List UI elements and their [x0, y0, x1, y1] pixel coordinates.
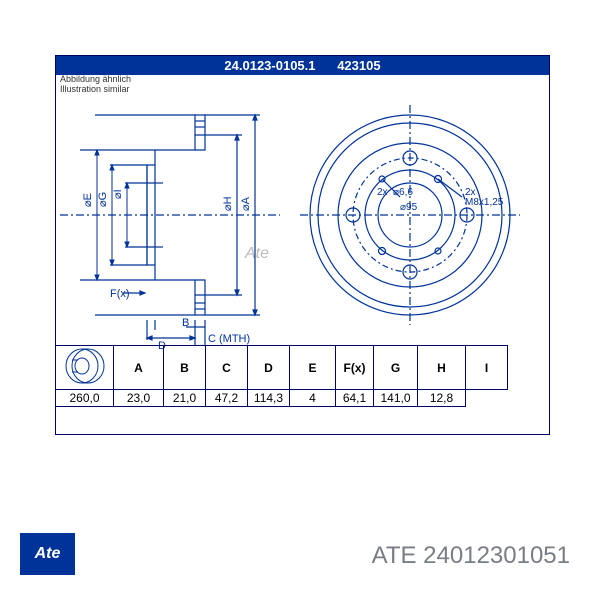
- part-no-dotted: 24.0123-0105.1: [224, 58, 315, 73]
- label-A: ⌀A: [240, 196, 252, 211]
- similarity-caption: Abbildung ähnlich Illustration similar: [60, 75, 131, 95]
- val-B: 23,0: [114, 390, 164, 407]
- label-B: B: [182, 317, 189, 329]
- small-hole-dia: ⌀6,6: [393, 187, 413, 198]
- label-F: F(x): [110, 288, 130, 300]
- table-header-row: ABCDEF(x)GHI: [56, 346, 508, 390]
- dimension-table: ABCDEF(x)GHI 260,023,021,047,2114,3464,1…: [55, 345, 508, 407]
- col-C: C: [206, 346, 248, 390]
- col-D: D: [248, 346, 290, 390]
- table-icon-cell: [56, 346, 114, 390]
- label-I: ⌀I: [112, 189, 124, 199]
- val-A: 260,0: [56, 390, 114, 407]
- part-no-short: 423105: [337, 58, 380, 73]
- table-values: 260,023,021,047,2114,3464,1141,012,8: [56, 390, 508, 407]
- caption-en: Illustration similar: [60, 85, 131, 95]
- col-I: I: [466, 346, 508, 390]
- disc-icon: [60, 347, 110, 385]
- header-bar: 24.0123-0105.1 423105: [56, 56, 549, 75]
- col-A: A: [114, 346, 164, 390]
- col-G: G: [374, 346, 418, 390]
- col-E: E: [290, 346, 336, 390]
- col-B: B: [164, 346, 206, 390]
- label-H: ⌀H: [222, 196, 234, 211]
- center-dia: ⌀95: [400, 202, 418, 213]
- footer-part: 24012301051: [423, 542, 570, 569]
- val-H: 141,0: [374, 390, 418, 407]
- footer-part-label: ATE 24012301051: [372, 542, 570, 570]
- logo-text: Ate: [35, 545, 61, 563]
- label-C: C (MTH): [208, 333, 250, 345]
- val-F(x): 4: [290, 390, 336, 407]
- val-I: 12,8: [418, 390, 466, 407]
- footer-brand: ATE: [372, 542, 417, 569]
- label-E: ⌀E: [82, 193, 94, 207]
- small-hole-count: 2x: [377, 187, 388, 198]
- ate-logo: Ate: [20, 533, 75, 575]
- col-F(x): F(x): [336, 346, 374, 390]
- val-C: 21,0: [164, 390, 206, 407]
- technical-drawing: ⌀I ⌀G ⌀E ⌀H ⌀A F(x) B D C (MTH) ⌀95 ⌀6,6…: [55, 95, 545, 345]
- val-E: 114,3: [248, 390, 290, 407]
- val-G: 64,1: [336, 390, 374, 407]
- label-G: ⌀G: [97, 192, 109, 207]
- thread-spec: M8x1,25: [465, 197, 504, 208]
- col-H: H: [418, 346, 466, 390]
- val-D: 47,2: [206, 390, 248, 407]
